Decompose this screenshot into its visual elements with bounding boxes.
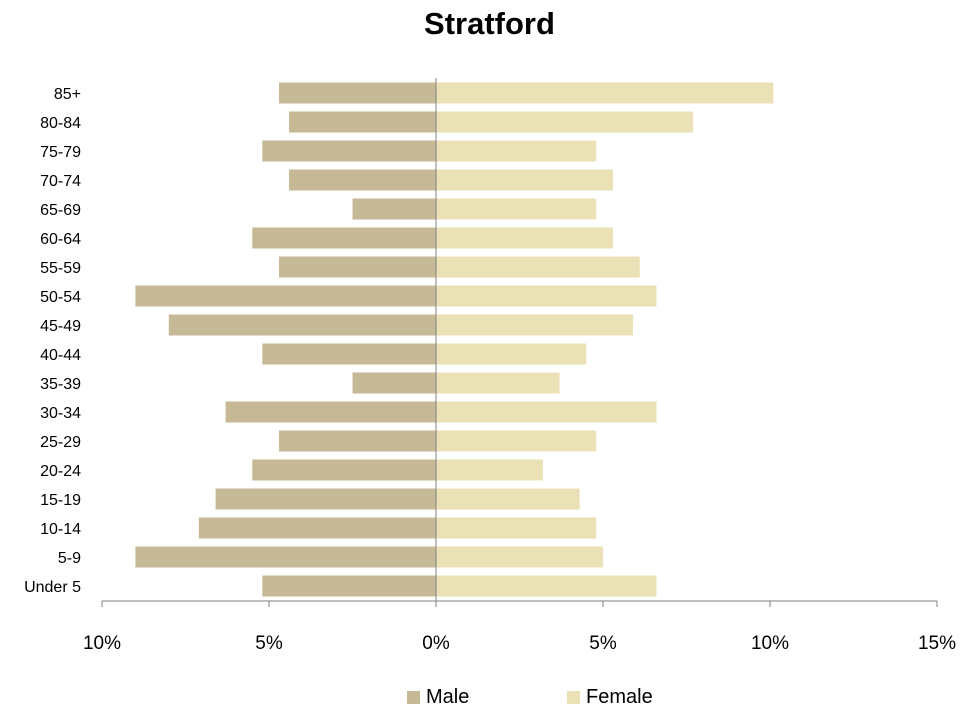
category-label-6: 55-59: [40, 260, 81, 277]
bar-female-9: [436, 343, 587, 365]
category-label-7: 50-54: [40, 289, 81, 306]
bar-male-4: [352, 198, 436, 220]
bar-female-7: [436, 285, 657, 307]
category-label-13: 20-24: [40, 463, 81, 480]
bar-male-12: [279, 430, 436, 452]
category-label-2: 75-79: [40, 144, 81, 161]
legend-swatch-female: [567, 691, 580, 704]
labels-layer: 85+ 80-84 75-79 70-74 65-69 60-64 55-59 50-54 45…: [24, 86, 956, 654]
category-label-10: 35-39: [40, 376, 81, 393]
legend-label-female: Female: [586, 686, 653, 708]
category-label-5: 60-64: [40, 231, 81, 248]
chart-title: Stratford: [424, 6, 555, 41]
bar-female-12: [436, 430, 597, 452]
bar-male-3: [289, 169, 436, 191]
legend-item-male: Male: [407, 686, 469, 709]
bar-female-0: [436, 82, 774, 104]
x-tick-label-2: 0%: [422, 633, 450, 654]
bar-male-7: [135, 285, 436, 307]
bar-male-11: [225, 401, 436, 423]
category-label-1: 80-84: [40, 115, 81, 132]
category-label-3: 70-74: [40, 173, 81, 190]
bar-female-16: [436, 546, 603, 568]
category-label-9: 40-44: [40, 347, 81, 364]
bar-male-8: [168, 314, 437, 336]
bar-male-2: [262, 140, 436, 162]
category-label-4: 65-69: [40, 202, 81, 219]
axis-layer: [101, 78, 938, 607]
bar-male-6: [279, 256, 436, 278]
bar-male-9: [262, 343, 436, 365]
bar-male-5: [252, 227, 436, 249]
bar-male-17: [262, 575, 436, 597]
bar-female-8: [436, 314, 634, 336]
bar-female-1: [436, 111, 694, 133]
category-label-16: 5-9: [58, 550, 81, 567]
bar-female-2: [436, 140, 597, 162]
x-tick-label-3: 5%: [589, 633, 617, 654]
legend-swatch-male: [407, 691, 420, 704]
bars-layer: [135, 82, 774, 597]
legend-item-female: Female: [567, 686, 653, 709]
bar-female-3: [436, 169, 614, 191]
bar-female-5: [436, 227, 614, 249]
bar-female-14: [436, 488, 580, 510]
bar-male-1: [289, 111, 436, 133]
category-label-12: 25-29: [40, 434, 81, 451]
bar-female-15: [436, 517, 597, 539]
category-label-8: 45-49: [40, 318, 81, 335]
bar-female-6: [436, 256, 640, 278]
bar-male-15: [198, 517, 436, 539]
bar-male-16: [135, 546, 436, 568]
bar-female-11: [436, 401, 657, 423]
x-tick-label-5: 15%: [918, 633, 956, 654]
bar-female-4: [436, 198, 597, 220]
legend-label-male: Male: [426, 686, 470, 708]
bar-male-0: [279, 82, 436, 104]
x-tick-label-1: 5%: [255, 633, 283, 654]
x-tick-label-4: 10%: [751, 633, 789, 654]
bar-female-13: [436, 459, 543, 481]
bar-male-13: [252, 459, 436, 481]
x-tick-label-0: 10%: [83, 633, 121, 654]
bar-male-10: [352, 372, 436, 394]
category-label-0: 85+: [54, 86, 81, 103]
category-label-11: 30-34: [40, 405, 81, 422]
chart-legend: Male Female: [0, 686, 979, 710]
bar-female-17: [436, 575, 657, 597]
category-label-17: Under 5: [24, 579, 81, 596]
bar-female-10: [436, 372, 560, 394]
category-label-14: 15-19: [40, 492, 81, 509]
category-label-15: 10-14: [40, 521, 81, 538]
bar-male-14: [215, 488, 436, 510]
